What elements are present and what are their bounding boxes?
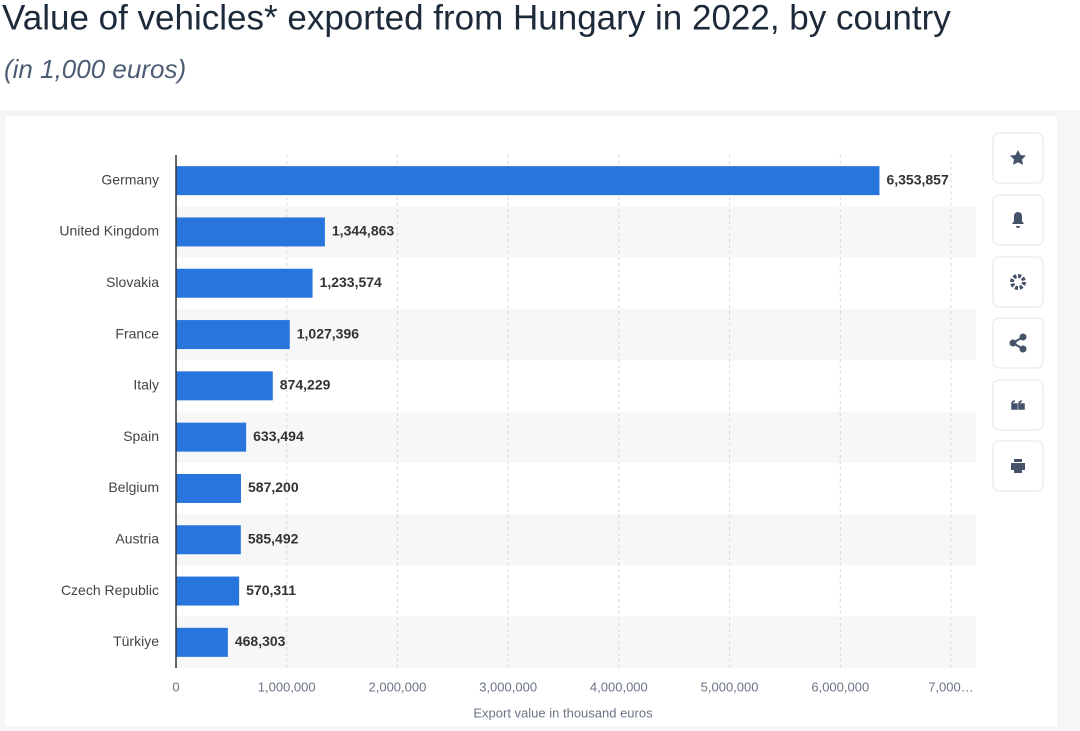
x-tick-label: 2,000,000 <box>369 679 427 694</box>
data-label: 587,200 <box>248 479 299 495</box>
cite-button[interactable] <box>992 379 1044 431</box>
quote-icon <box>1011 400 1025 410</box>
x-tick-label: 1,000,000 <box>258 679 316 694</box>
gear-icon <box>1010 274 1026 290</box>
bar <box>176 166 880 196</box>
row-band <box>176 411 976 463</box>
y-tick-label: Belgium <box>108 479 159 495</box>
y-tick-label: Spain <box>123 428 159 444</box>
data-label: 6,353,857 <box>886 171 948 187</box>
y-tick-label: Slovakia <box>106 274 159 290</box>
x-tick-label: 5,000,000 <box>701 679 759 694</box>
bar <box>176 371 273 401</box>
x-axis-label: Export value in thousand euros <box>473 705 653 720</box>
data-label: 874,229 <box>280 377 331 393</box>
bar <box>176 268 313 298</box>
bell-icon <box>1012 212 1024 228</box>
bar <box>176 525 241 555</box>
bar <box>176 473 242 503</box>
bar <box>176 320 290 350</box>
y-tick-label: United Kingdom <box>59 223 159 239</box>
y-tick-label: Germany <box>101 171 159 187</box>
y-tick-label: Czech Republic <box>61 582 159 598</box>
x-tick-label: 0 <box>172 679 179 694</box>
chart-title: Value of vehicles* exported from Hungary… <box>2 0 951 37</box>
row-band <box>176 616 976 668</box>
chart-subtitle: (in 1,000 euros) <box>4 54 186 84</box>
print-icon <box>1011 459 1025 473</box>
x-tick-label: 7,000… <box>928 679 974 694</box>
header-bg <box>0 0 1080 110</box>
y-tick-label: France <box>115 325 159 341</box>
settings-button[interactable] <box>992 256 1044 308</box>
y-tick-label: Italy <box>133 377 159 393</box>
share-button[interactable] <box>992 317 1044 369</box>
row-band <box>176 514 976 566</box>
data-label: 570,311 <box>246 582 296 598</box>
bar <box>176 627 228 657</box>
toolbar <box>992 132 1044 492</box>
data-label: 633,494 <box>253 428 304 444</box>
row-band <box>176 308 976 361</box>
data-label: 585,492 <box>248 530 299 546</box>
data-label: 1,027,396 <box>297 325 359 341</box>
bar <box>176 576 240 606</box>
x-tick-label: 6,000,000 <box>811 679 869 694</box>
x-tick-label: 4,000,000 <box>590 679 648 694</box>
x-tick-label: 3,000,000 <box>479 679 537 694</box>
bar <box>176 422 247 452</box>
share-icon <box>1009 333 1027 353</box>
data-label: 468,303 <box>235 633 286 649</box>
bar <box>176 217 325 247</box>
y-tick-label: Türkiye <box>113 633 159 649</box>
y-tick-label: Austria <box>115 530 159 546</box>
star-icon <box>1010 150 1026 165</box>
data-label: 1,344,863 <box>332 223 394 239</box>
data-label: 1,233,574 <box>320 274 382 290</box>
